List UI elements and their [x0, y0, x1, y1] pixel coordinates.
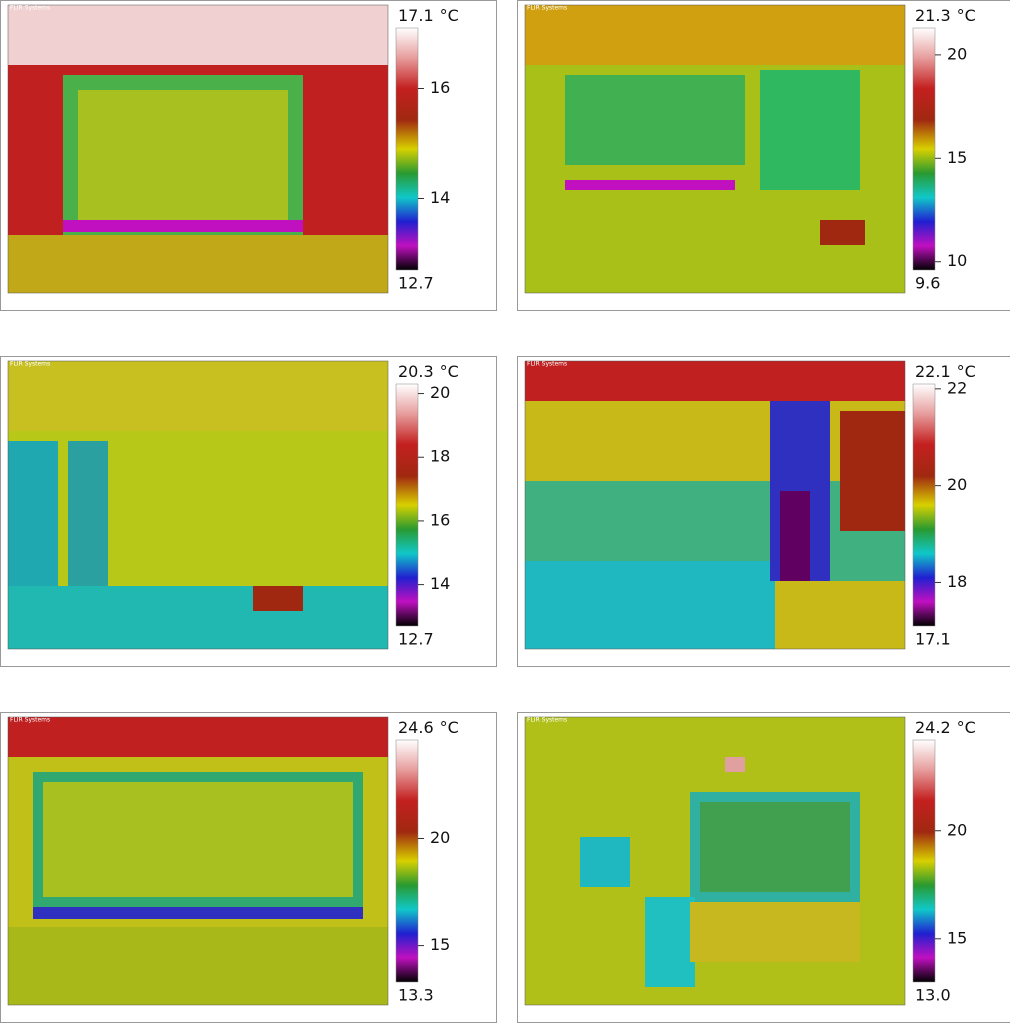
- unit: °C: [957, 6, 976, 25]
- max-temperature: 17.1 °C: [398, 6, 459, 25]
- min-temperature: 12.7: [398, 630, 434, 649]
- scene-region: [78, 90, 288, 220]
- color-scale: [912, 739, 936, 983]
- thermal-panel: FLIR Systems 22.1 °C 17.1 18 20 22: [517, 356, 1010, 667]
- color-scale: [395, 27, 419, 271]
- scene-region: [840, 411, 905, 531]
- thermal-image: [7, 360, 389, 650]
- max-value: 22.1: [915, 362, 951, 381]
- scene-region: [525, 5, 905, 65]
- max-value: 24.2: [915, 718, 951, 737]
- scene-region: [8, 361, 388, 431]
- max-value: 24.6: [398, 718, 434, 737]
- scale-tick-label: 16: [430, 510, 450, 529]
- max-temperature: 24.6 °C: [398, 718, 459, 737]
- scene-region: [43, 782, 353, 897]
- thermal-image: [524, 716, 906, 1006]
- unit: °C: [440, 718, 459, 737]
- min-temperature: 13.3: [398, 986, 434, 1005]
- scene-region: [700, 802, 850, 892]
- scene-region: [8, 927, 388, 1005]
- color-scale: [395, 383, 419, 627]
- scale-tick-label: 18: [430, 447, 450, 466]
- scene-region: [690, 902, 860, 962]
- scene-region: [565, 180, 735, 190]
- scale-tick-label: 16: [430, 78, 450, 97]
- image-border: [7, 4, 389, 294]
- scale-tick-label: 20: [430, 828, 450, 847]
- unit: °C: [957, 718, 976, 737]
- scene-region: [33, 907, 363, 919]
- max-value: 20.3: [398, 362, 434, 381]
- scale-tick-label: 20: [947, 475, 967, 494]
- scale-tick-label: 20: [947, 820, 967, 839]
- scene-region: [725, 757, 745, 772]
- thermal-image: [7, 716, 389, 1006]
- scene-region: [645, 897, 695, 987]
- scene-region: [68, 441, 108, 601]
- scene-region: [8, 586, 388, 649]
- min-temperature: 17.1: [915, 630, 951, 649]
- image-border: [524, 716, 906, 1006]
- brand-label: FLIR Systems: [527, 717, 567, 724]
- image-border: [7, 716, 389, 1006]
- image-border: [524, 360, 906, 650]
- scene-region: [8, 235, 388, 293]
- scene-region: [8, 5, 388, 65]
- scale-tick-label: 20: [430, 383, 450, 402]
- unit: °C: [440, 6, 459, 25]
- color-scale: [912, 27, 936, 271]
- thermal-image: [524, 4, 906, 294]
- thermal-panel: FLIR Systems 20.3 °C 12.7 14 16 18 20: [0, 356, 497, 667]
- unit: °C: [440, 362, 459, 381]
- thermal-panel: FLIR Systems 24.6 °C 13.3 15 20: [0, 712, 497, 1023]
- min-temperature: 9.6: [915, 274, 940, 293]
- image-border: [524, 4, 906, 294]
- scale-tick-label: 22: [947, 378, 967, 397]
- thermal-panel: FLIR Systems 24.2 °C 13.0 15 20: [517, 712, 1010, 1023]
- scale-tick-label: 15: [947, 148, 967, 167]
- scene-region: [760, 70, 860, 190]
- max-temperature: 24.2 °C: [915, 718, 976, 737]
- brand-label: FLIR Systems: [10, 5, 50, 12]
- thermal-panel: FLIR Systems 17.1 °C 12.7 14 16: [0, 0, 497, 311]
- scale-tick-label: 14: [430, 574, 450, 593]
- color-scale: [912, 383, 936, 627]
- scene-region: [253, 586, 303, 611]
- max-temperature: 20.3 °C: [398, 362, 459, 381]
- thermal-image: [7, 4, 389, 294]
- max-value: 21.3: [915, 6, 951, 25]
- brand-label: FLIR Systems: [527, 5, 567, 12]
- max-value: 17.1: [398, 6, 434, 25]
- scale-tick-label: 15: [430, 935, 450, 954]
- scene-region: [8, 717, 388, 757]
- scene-region: [565, 75, 745, 165]
- scene-region: [525, 361, 905, 401]
- scale-tick-label: 20: [947, 44, 967, 63]
- thermal-panel: FLIR Systems 21.3 °C 9.6 10 15 20: [517, 0, 1010, 311]
- color-scale: [395, 739, 419, 983]
- brand-label: FLIR Systems: [10, 717, 50, 724]
- thermal-image: [524, 360, 906, 650]
- min-temperature: 13.0: [915, 986, 951, 1005]
- max-temperature: 21.3 °C: [915, 6, 976, 25]
- scale-tick-label: 15: [947, 928, 967, 947]
- max-temperature: 22.1 °C: [915, 362, 976, 381]
- scene-region: [63, 220, 303, 232]
- min-temperature: 12.7: [398, 274, 434, 293]
- image-border: [7, 360, 389, 650]
- brand-label: FLIR Systems: [10, 361, 50, 368]
- scale-tick-label: 18: [947, 572, 967, 591]
- scale-tick-label: 10: [947, 251, 967, 270]
- scene-region: [580, 837, 630, 887]
- scene-region: [525, 561, 775, 649]
- unit: °C: [957, 362, 976, 381]
- brand-label: FLIR Systems: [527, 361, 567, 368]
- scene-region: [820, 220, 865, 245]
- scene-region: [8, 441, 58, 591]
- scale-tick-label: 14: [430, 188, 450, 207]
- scene-region: [780, 491, 810, 581]
